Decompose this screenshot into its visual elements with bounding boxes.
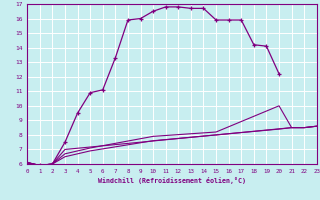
X-axis label: Windchill (Refroidissement éolien,°C): Windchill (Refroidissement éolien,°C) <box>98 177 246 184</box>
